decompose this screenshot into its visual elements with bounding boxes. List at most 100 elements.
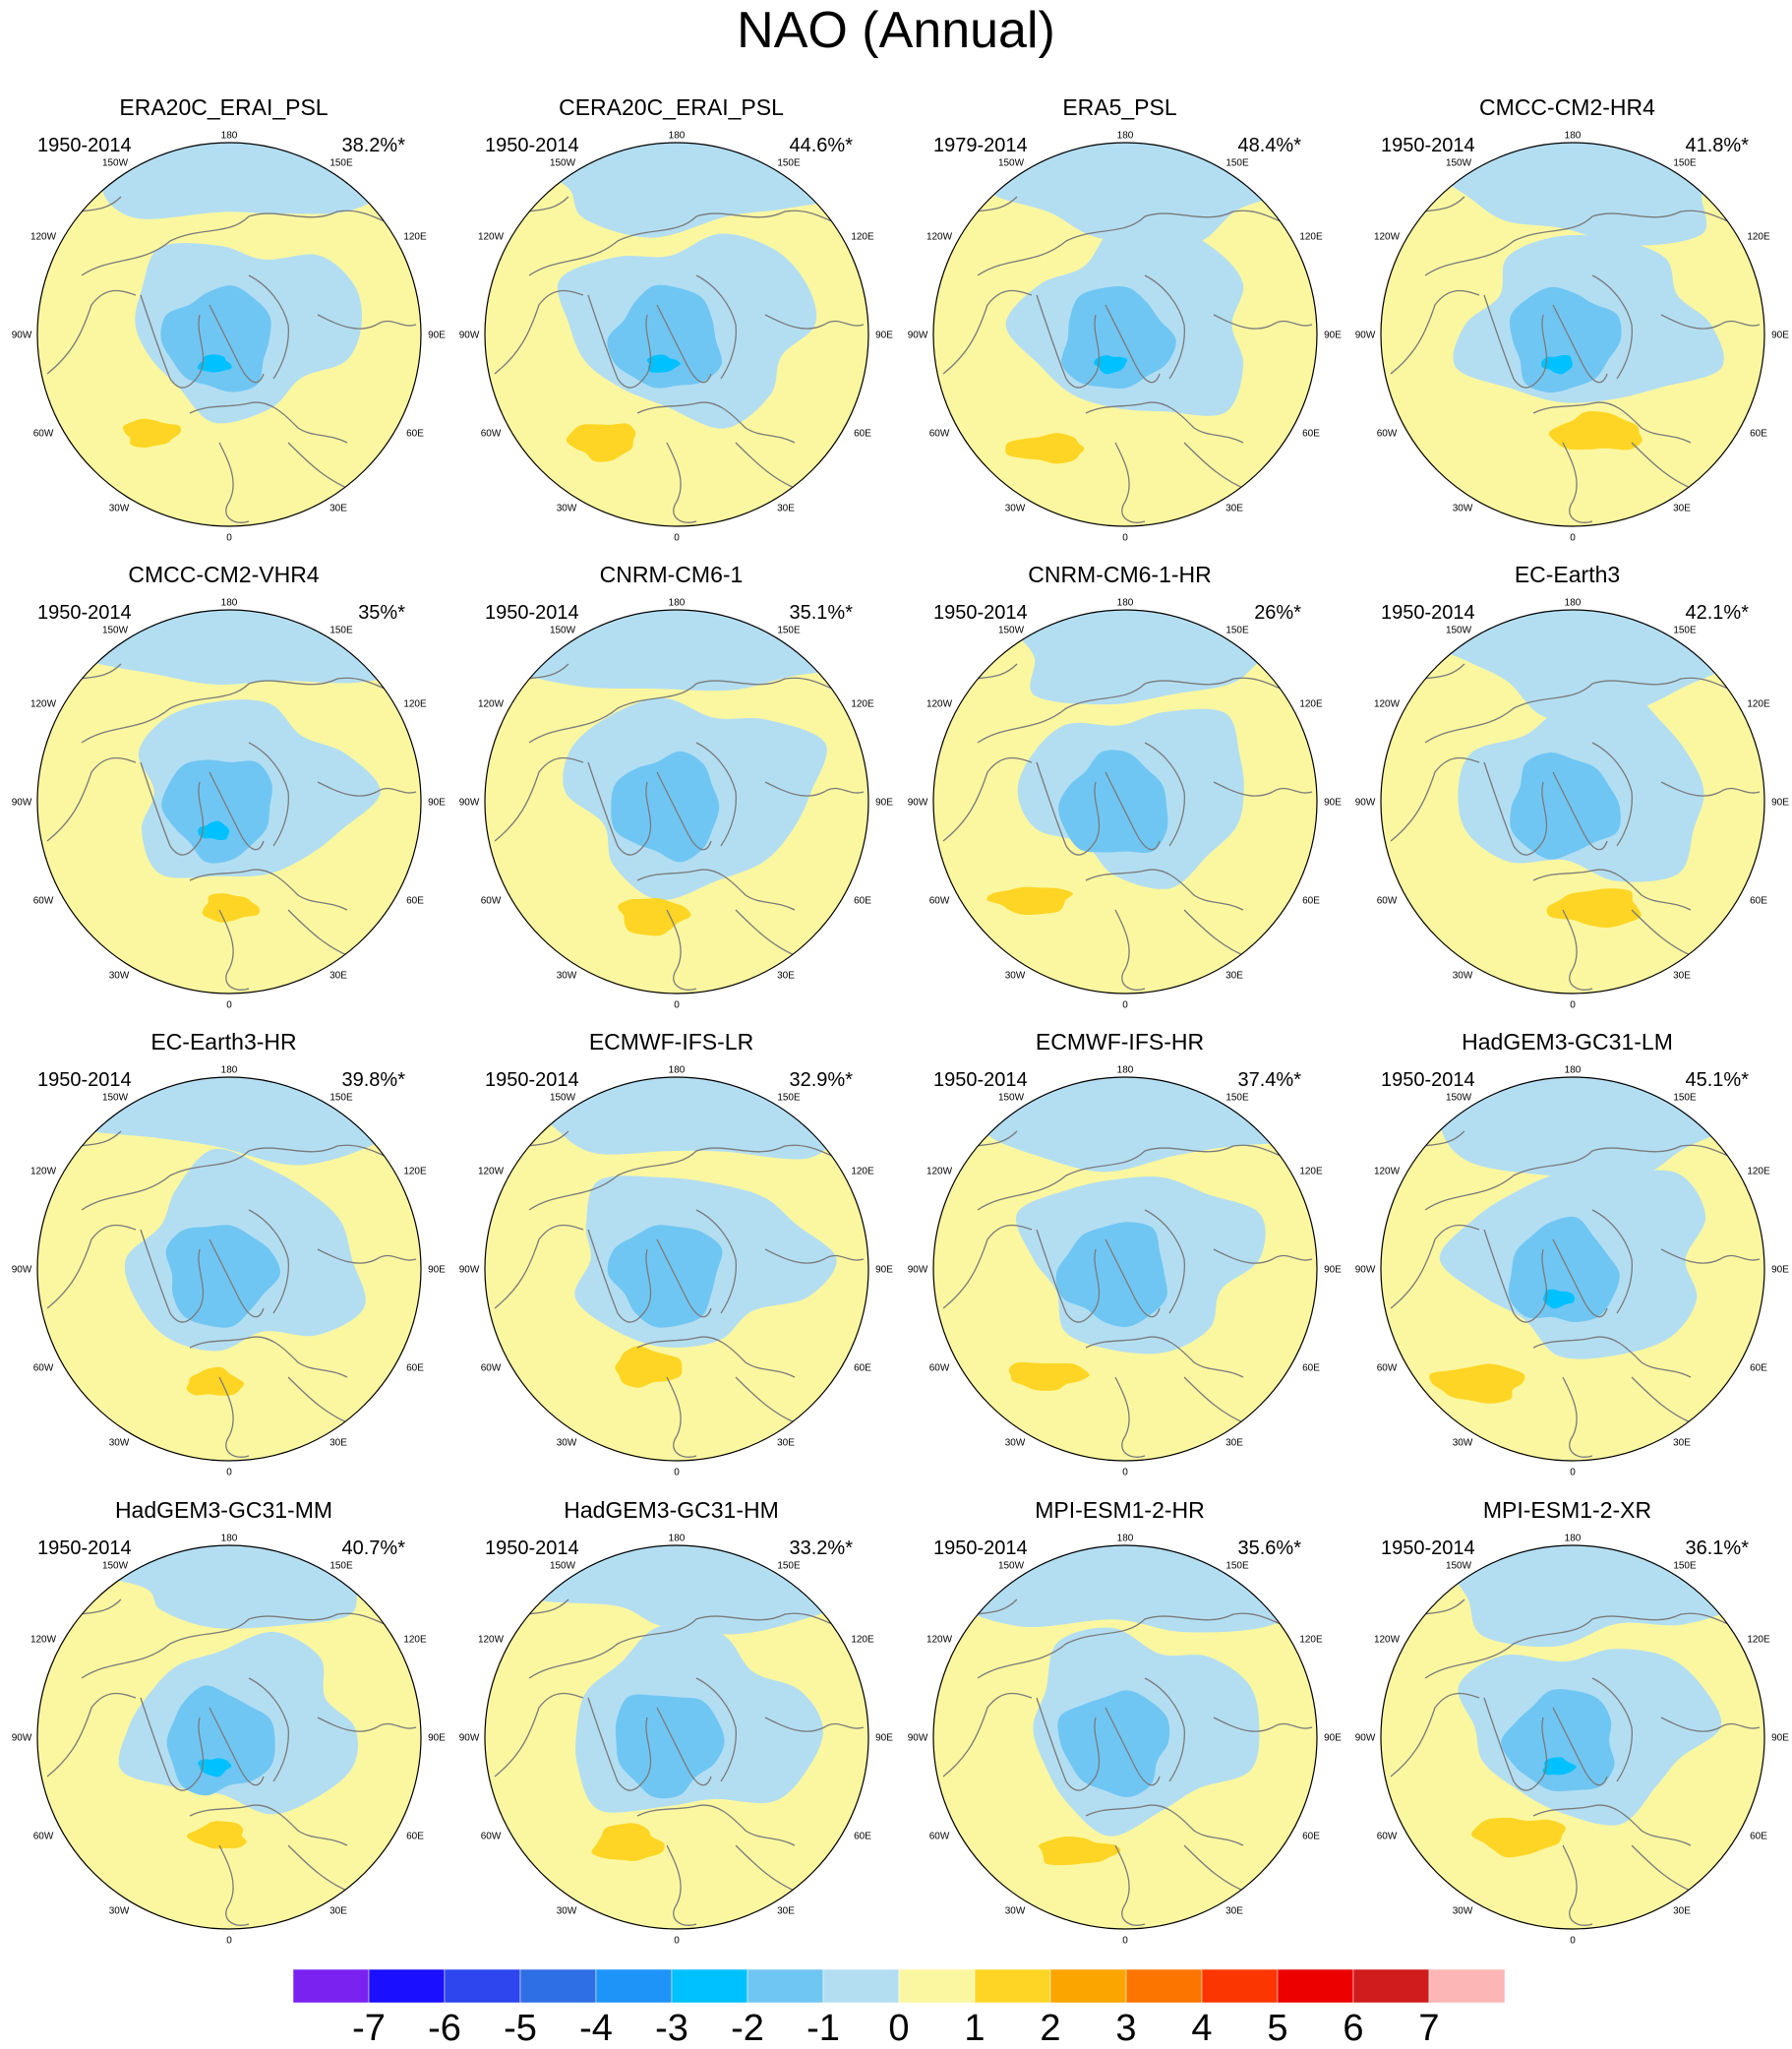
- map-border: [1380, 609, 1765, 994]
- map-panel: 180 150W 150E 120W 120E 90W 90E 60W 60E 30W 30E 0 EC…: [1344, 467, 1791, 1011]
- coastline: [695, 274, 737, 380]
- coastline: [1483, 1229, 1548, 1323]
- field-negative-region: [505, 1545, 855, 1635]
- coastline: [1390, 1224, 1480, 1309]
- longitude-label: 60E: [1750, 429, 1767, 440]
- longitude-label: 90E: [1324, 331, 1342, 341]
- coastline: [1562, 442, 1593, 523]
- longitude-label: 180: [1117, 598, 1134, 609]
- coastline: [587, 761, 652, 856]
- longitude-label: 120E: [1299, 1167, 1323, 1177]
- field-core-region: [1057, 1690, 1170, 1798]
- coastline: [1552, 304, 1608, 384]
- colorbar-swatch: [368, 1969, 446, 2003]
- colorbar-swatch: [1049, 1969, 1127, 2003]
- panel-period: 1950-2014: [485, 1069, 579, 1091]
- coastline: [317, 314, 417, 330]
- coastline: [1532, 1336, 1692, 1378]
- colorbar-tick-label: -6: [428, 2008, 461, 2049]
- longitude-label: 120W: [926, 1635, 953, 1646]
- map-field: [1381, 610, 1764, 994]
- field-negative-region: [102, 143, 417, 219]
- longitude-label: 30E: [1673, 1438, 1691, 1449]
- coastline: [1085, 869, 1244, 911]
- map-border: [932, 1544, 1318, 1930]
- panel-period: 1950-2014: [1381, 135, 1475, 156]
- longitude-label: 30E: [777, 1906, 795, 1917]
- longitude-label: 120E: [1747, 699, 1770, 710]
- coastline: [317, 1717, 417, 1732]
- longitude-label: 90W: [12, 798, 32, 809]
- longitude-label: 30W: [1453, 971, 1473, 982]
- longitude-label: 180: [669, 598, 686, 609]
- coastline: [248, 1677, 289, 1782]
- longitude-label: 90E: [875, 331, 893, 341]
- coastline: [1660, 314, 1761, 330]
- field-max-region: [1005, 433, 1085, 464]
- coastline: [1213, 781, 1313, 797]
- coastline: [1144, 1209, 1185, 1314]
- longitude-label: 30W: [109, 504, 130, 514]
- field-min-region: [1540, 355, 1573, 375]
- longitude-label: 90E: [428, 1733, 446, 1744]
- coastline: [317, 781, 417, 797]
- longitude-label: 120E: [1747, 1167, 1770, 1177]
- panel-explained-variance: 35.1%*: [789, 602, 854, 624]
- colorbar-swatch: [747, 1969, 824, 2003]
- field-max-region: [986, 886, 1073, 915]
- longitude-label: 180: [221, 598, 238, 609]
- coastline: [1036, 294, 1101, 389]
- panel-period: 1950-2014: [933, 1069, 1028, 1091]
- coastline: [764, 314, 865, 330]
- longitude-label: 30W: [557, 504, 577, 514]
- longitude-label: 90W: [908, 1265, 928, 1276]
- longitude-label: 150W: [550, 1093, 576, 1104]
- longitude-label: 90W: [1355, 798, 1376, 809]
- coastline: [494, 1692, 584, 1778]
- map-border: [1380, 142, 1765, 527]
- colorbar-tick-label: 2: [1040, 2008, 1061, 2049]
- coastline: [1483, 294, 1548, 389]
- coastline: [1213, 314, 1313, 330]
- coastline: [317, 1248, 417, 1264]
- colorbar-swatch: [1277, 1969, 1354, 2003]
- field-negative-region: [56, 610, 421, 686]
- coastline: [977, 210, 1308, 276]
- map-panel: 180 150W 150E 120W 120E 90W 90E 60W 60E 30W 30E 0 EC…: [448, 934, 895, 1478]
- colorbar: [293, 1969, 1505, 2003]
- coastline: [494, 756, 584, 842]
- map-panel: 180 150W 150E 120W 120E 90W 90E 60W 60E 30W 30E 0 CN…: [448, 467, 895, 1011]
- longitude-label: 120W: [30, 1167, 57, 1177]
- colorbar-swatch: [898, 1969, 976, 2003]
- colorbar-tick-label: -4: [579, 2008, 613, 2049]
- polar-map: 180 150W 150E 120W 120E 90W 90E 60W 60E 30W 30E 0: [908, 1534, 1343, 1947]
- coastline: [46, 756, 137, 842]
- longitude-label: 180: [221, 131, 238, 142]
- coastline: [248, 742, 289, 847]
- coastline: [1591, 1677, 1633, 1782]
- map-field: [1381, 1545, 1764, 1929]
- longitude-label: 90E: [1324, 798, 1342, 809]
- coastline: [1660, 1248, 1761, 1264]
- longitude-label: 90W: [459, 1265, 480, 1276]
- polar-map: 180 150W 150E 120W 120E 90W 90E 60W 60E 30W 30E 0: [1355, 598, 1790, 1011]
- longitude-label: 0: [1570, 1468, 1576, 1478]
- longitude-label: 150E: [329, 626, 353, 636]
- field-min-region: [1542, 1757, 1577, 1776]
- field-min-region: [198, 820, 230, 840]
- longitude-label: 30W: [557, 1906, 577, 1917]
- field-negative-region: [61, 1077, 417, 1166]
- map-field: [485, 1545, 868, 1929]
- coastline: [1036, 1697, 1101, 1791]
- longitude-label: 30W: [1453, 1438, 1473, 1449]
- colorbar-swatch: [822, 1969, 900, 2003]
- longitude-label: 120W: [926, 699, 953, 710]
- longitude-label: 60E: [1750, 1832, 1767, 1842]
- longitude-label: 0: [1122, 1468, 1128, 1478]
- field-core-region: [160, 285, 271, 392]
- longitude-label: 120E: [1747, 1635, 1770, 1646]
- panel-period: 1979-2014: [933, 135, 1028, 156]
- colorbar-tick-label: 6: [1343, 2008, 1364, 2049]
- longitude-label: 30W: [1453, 504, 1473, 514]
- coastline: [1114, 909, 1146, 991]
